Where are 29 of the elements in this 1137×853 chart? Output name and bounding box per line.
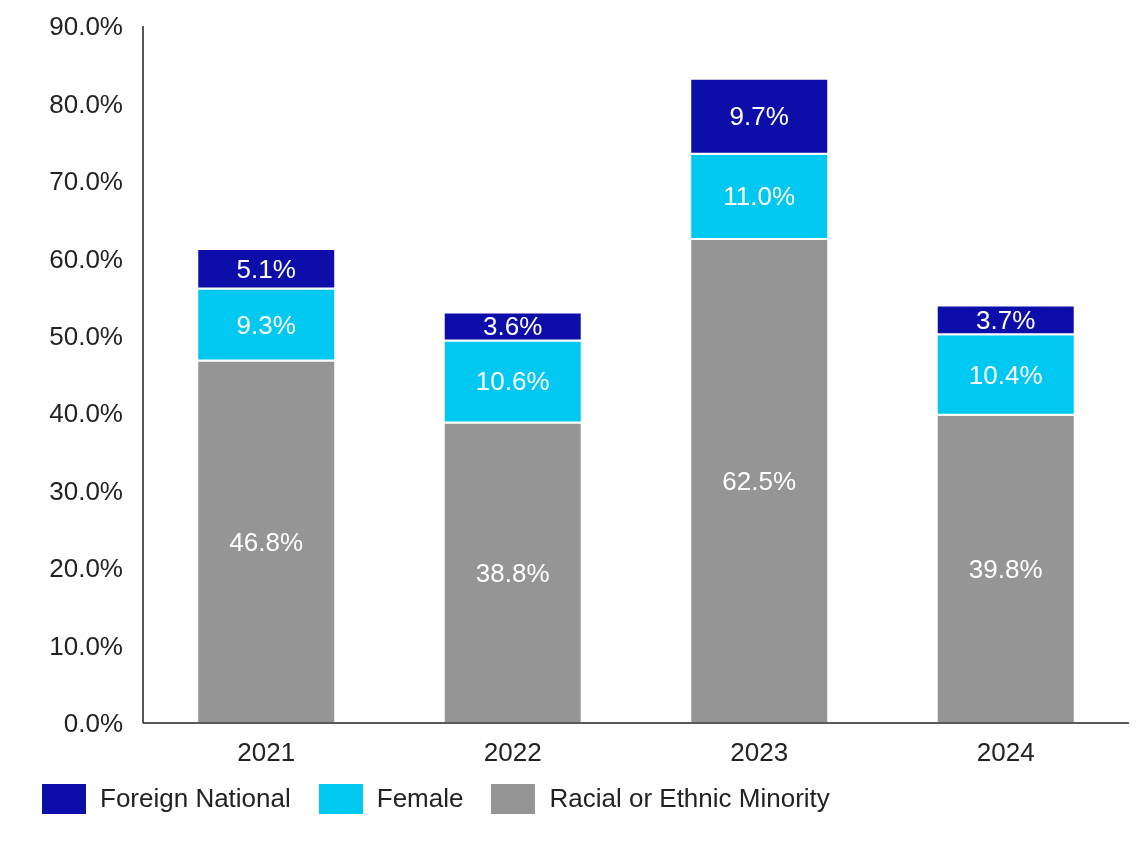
y-tick-label: 60.0% [49,243,123,274]
data-label: 11.0% [723,181,796,212]
data-label: 46.8% [229,526,304,557]
legend-label: Racial or Ethnic Minority [549,783,830,814]
data-label: 39.8% [968,553,1043,584]
data-label: 62.5% [722,465,797,496]
y-tick-label: 40.0% [49,398,123,429]
data-label: 38.8% [475,557,550,588]
data-label: 10.4% [968,359,1043,390]
y-tick-label: 70.0% [49,166,123,197]
x-tick-label: 2023 [730,737,789,768]
legend-label: Foreign National [100,783,291,814]
y-tick-label: 30.0% [49,475,123,506]
data-label: 5.1% [236,253,296,284]
data-label: 3.6% [483,311,543,342]
x-tick-label: 2022 [483,737,542,768]
y-tick-label: 90.0% [49,11,123,42]
data-label: 10.6% [475,366,550,397]
x-tick-label: 2021 [237,737,296,768]
y-tick-label: 10.0% [49,630,123,661]
x-tick-label: 2024 [976,737,1035,768]
data-label: 9.7% [729,101,789,132]
y-tick-label: 50.0% [49,321,123,352]
y-tick-label: 20.0% [49,553,123,584]
y-tick-label: 80.0% [49,88,123,119]
y-tick-label: 0.0% [63,708,123,739]
legend-label: Female [376,783,464,814]
data-label: 3.7% [976,304,1036,335]
data-label: 9.3% [236,309,296,340]
